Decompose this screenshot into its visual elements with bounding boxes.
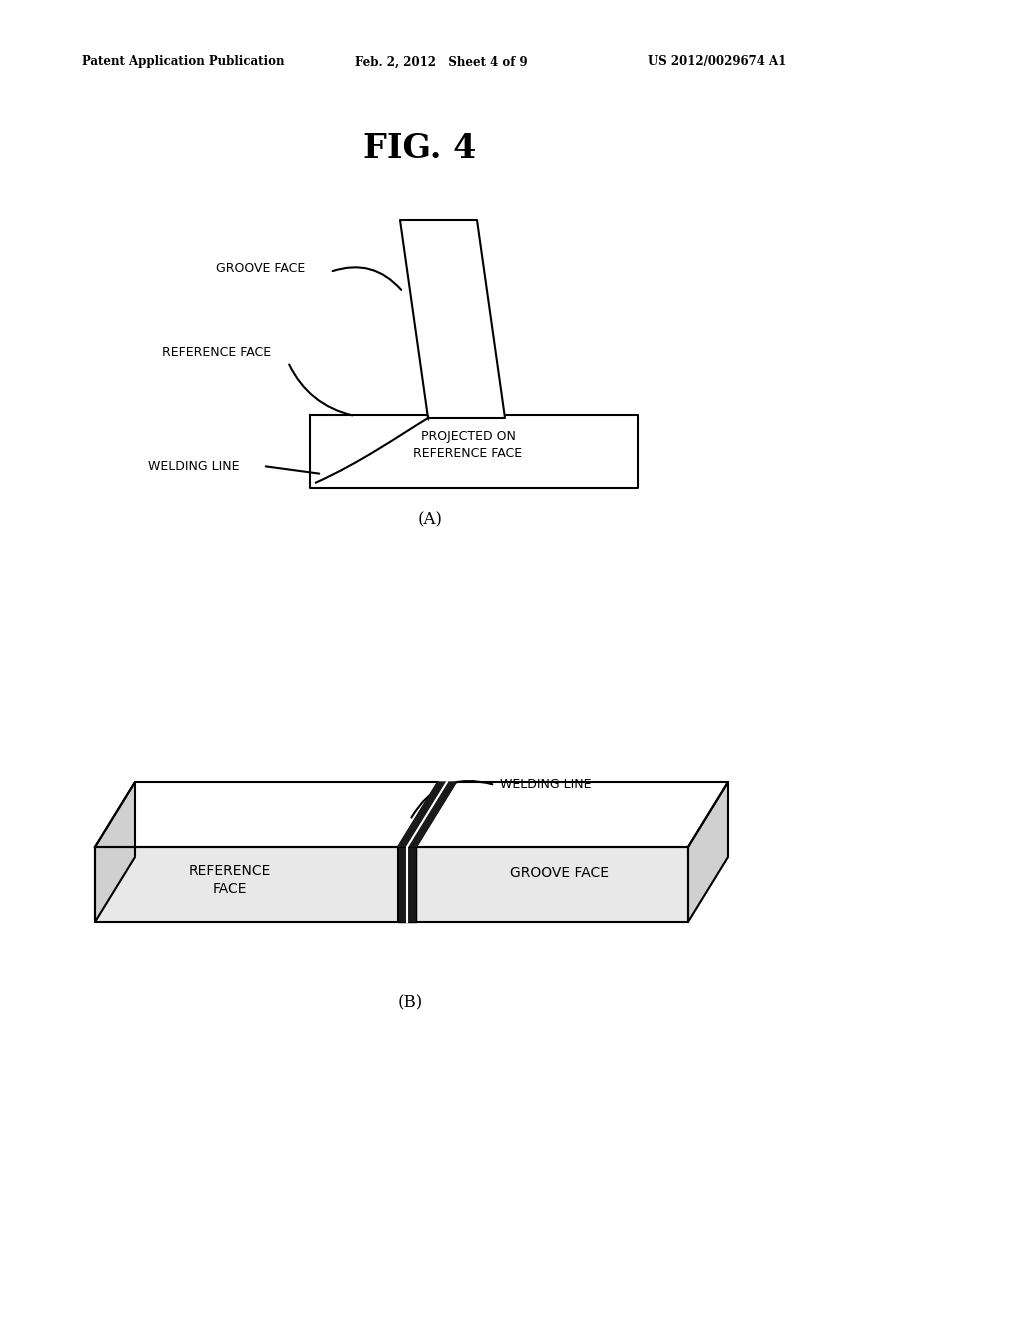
Text: WELDING LINE: WELDING LINE bbox=[500, 779, 592, 792]
Polygon shape bbox=[398, 847, 416, 921]
Text: GROOVE FACE: GROOVE FACE bbox=[511, 866, 609, 880]
Polygon shape bbox=[310, 414, 638, 488]
Text: REFERENCE
FACE: REFERENCE FACE bbox=[188, 863, 271, 896]
Text: PROJECTED ON
REFERENCE FACE: PROJECTED ON REFERENCE FACE bbox=[414, 430, 522, 459]
Polygon shape bbox=[95, 847, 398, 921]
Text: FIG. 4: FIG. 4 bbox=[364, 132, 477, 165]
Text: GROOVE FACE: GROOVE FACE bbox=[216, 261, 305, 275]
Polygon shape bbox=[416, 847, 688, 921]
Text: (B): (B) bbox=[397, 994, 423, 1011]
Text: (A): (A) bbox=[418, 511, 442, 528]
Text: Feb. 2, 2012   Sheet 4 of 9: Feb. 2, 2012 Sheet 4 of 9 bbox=[355, 55, 527, 69]
Text: US 2012/0029674 A1: US 2012/0029674 A1 bbox=[648, 55, 786, 69]
Polygon shape bbox=[400, 220, 505, 418]
Polygon shape bbox=[95, 781, 135, 921]
Polygon shape bbox=[398, 781, 456, 847]
Text: REFERENCE FACE: REFERENCE FACE bbox=[162, 346, 271, 359]
Text: WELDING LINE: WELDING LINE bbox=[148, 459, 240, 473]
Polygon shape bbox=[688, 781, 728, 921]
Polygon shape bbox=[95, 781, 438, 847]
Polygon shape bbox=[416, 781, 728, 847]
Text: Patent Application Publication: Patent Application Publication bbox=[82, 55, 285, 69]
